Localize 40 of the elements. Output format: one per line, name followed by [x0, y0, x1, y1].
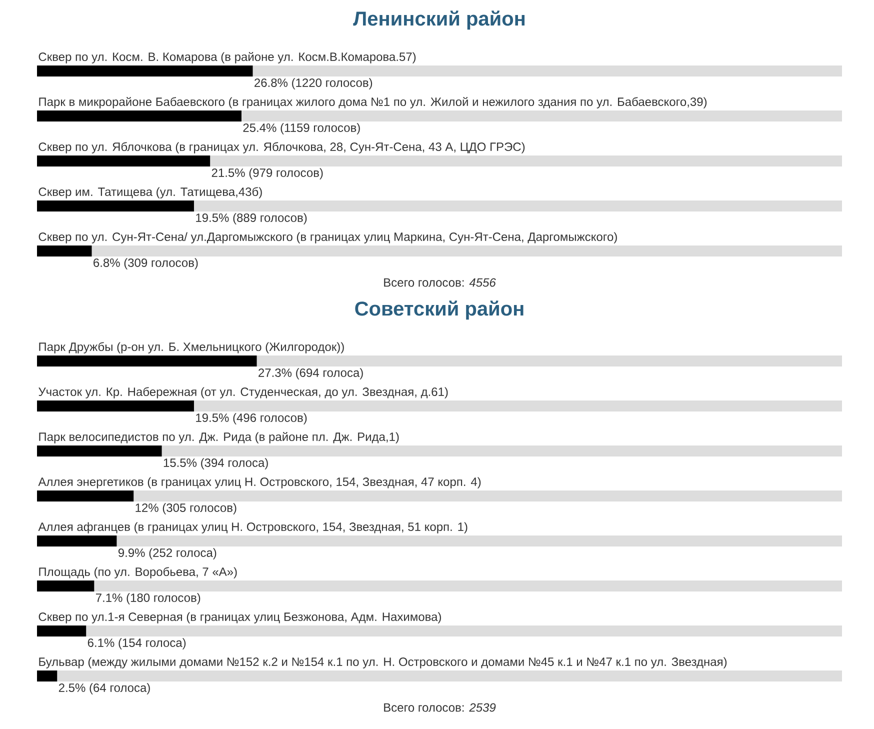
- category-label: Парк в микрорайоне Бабаевского (в границах жилого дома №1 по ул. Жилой и нежилого здания по ул. Бабаевского,39): [39, 97, 707, 108]
- data-label: 6.1% (154 голоса): [88, 638, 186, 650]
- data-label: 7.1% (180 голосов): [96, 593, 200, 604]
- data-label: 19.5% (889 голосов): [196, 213, 307, 224]
- data-label: 12% (305 голосов): [136, 503, 236, 514]
- bar: [37, 536, 117, 547]
- data-label: 15.5% (394 голоса): [164, 458, 268, 470]
- category-label: Площадь (по ул. Воробьева, 7 «А»): [39, 567, 237, 578]
- category-label: Сквер по ул.1-я Северная (в границах улиц Безжонова, Адм. Нахимова): [38, 612, 441, 624]
- data-label: 19.5% (496 голосов): [196, 413, 307, 424]
- bar: [37, 626, 86, 637]
- data-label: 26.8% (1220 голосов): [254, 78, 372, 90]
- text: Всего голосов: 2539: [384, 703, 496, 712]
- chart-title: Ленинский район: [353, 10, 525, 30]
- bar: [37, 490, 134, 502]
- category-label: Бульвар (между жилыми домами №152 к.2 и №154 к.1 по ул. Н. Островского и домами №45 к.1 и №47 к.1 по ул. Звездная): [39, 657, 727, 668]
- bar: [37, 580, 94, 592]
- bar: [37, 246, 92, 257]
- bar: [37, 200, 194, 212]
- data-label: 9.9% (252 голоса): [118, 548, 216, 560]
- category-label: Сквер им. Татищева (ул. Татищева,43б): [38, 187, 262, 198]
- category-label: Участок ул. Кр. Набережная (от ул. Студенческая, до ул. Звездная, д.61): [38, 387, 448, 398]
- category-label: Парк Дружбы (р-он ул. Б. Хмельницкого (Жилгородок)): [39, 342, 344, 354]
- bar: [37, 156, 210, 167]
- category-label: Сквер по ул. Яблочкова (в границах ул. Яблочкова, 28, Сун-Ят-Сена, 43 А, ЦДО ГРЭС): [38, 142, 525, 154]
- bar: [37, 446, 162, 457]
- category-label: Сквер по ул. Косм. В. Комарова (в районе ул. Косм.В.Комарова.57): [38, 52, 416, 64]
- data-label: 21.5% (979 голосов): [212, 168, 323, 180]
- data-label: 25.4% (1159 голосов): [243, 123, 360, 134]
- category-label: Аллея афганцев (в границах улиц Н. Островского, 154, Звездная, 51 корп. 1): [38, 522, 468, 534]
- bar: [37, 670, 58, 682]
- data-label: 6.8% (309 голосов): [94, 258, 198, 270]
- chart-title: Советский район: [355, 300, 524, 320]
- category-label: Парк велосипедистов по ул. Дж. Рида (в районе пл. Дж. Рида,1): [39, 432, 399, 444]
- bar: [37, 400, 194, 412]
- data-label: 2.5% (64 голоса): [58, 683, 150, 694]
- category-label: Сквер по ул. Сун-Ят-Сена/ ул.Даргомыжского (в границах улиц Маркина, Сун-Ят-Сена, Даргомыжского): [38, 232, 617, 244]
- category-label: Аллея энергетиков (в границах улиц Н. Островского, 154, Звездная, 47 корп. 4): [38, 477, 481, 488]
- text: Всего голосов: 4556: [384, 278, 496, 287]
- data-label: 27.3% (694 голоса): [258, 368, 363, 380]
